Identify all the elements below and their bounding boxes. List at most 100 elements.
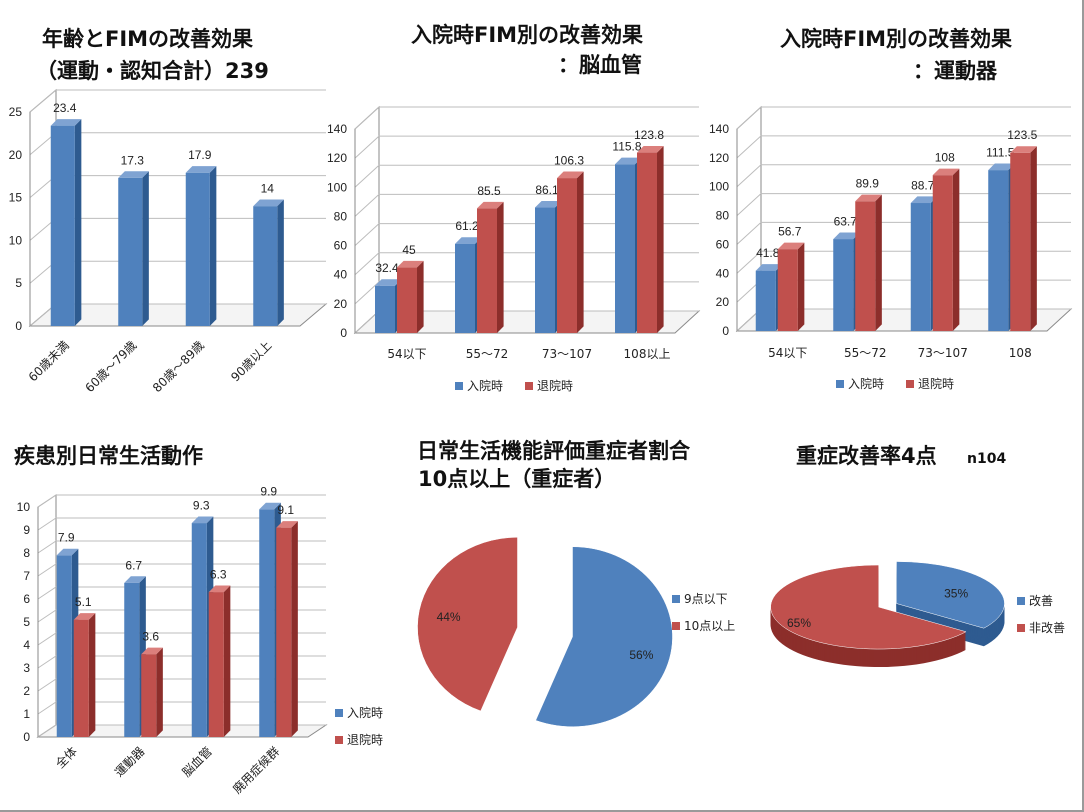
- data-label: 111.5: [986, 146, 1015, 160]
- category-label: 108: [1009, 346, 1032, 360]
- bar-front: [141, 654, 157, 737]
- gridline: [736, 106, 1071, 130]
- bar-side: [291, 521, 298, 737]
- bar-front: [276, 527, 292, 737]
- legend-label: 9点以下: [684, 592, 728, 606]
- legend-label: 入院時: [467, 379, 503, 393]
- data-label: 17.3: [121, 153, 145, 167]
- data-label: 7.9: [58, 531, 75, 545]
- bar-front: [535, 207, 555, 333]
- pie-slice-非改善: [770, 564, 967, 668]
- bar-side: [577, 171, 584, 333]
- pie-slice-face: [770, 564, 967, 650]
- bar-front: [397, 267, 417, 333]
- y-tick-label: 25: [9, 105, 23, 119]
- gridline: [736, 193, 1071, 216]
- data-label: 45: [402, 243, 416, 257]
- bar-age-series-1: [118, 171, 149, 326]
- bar-motor-退院時-1: [855, 194, 882, 331]
- legend-swatch: [1017, 624, 1025, 632]
- category-label: 73～107: [542, 347, 592, 361]
- gridline: [736, 164, 1071, 188]
- pie-pct-label: 65%: [787, 616, 811, 630]
- legend-label: 退院時: [918, 377, 954, 391]
- pie-pct-label: 35%: [944, 587, 968, 601]
- data-label: 85.5: [477, 184, 501, 198]
- chart-title: 疾患別日常生活動作: [14, 444, 203, 468]
- data-label: 123.5: [1007, 128, 1037, 142]
- bar-side: [417, 260, 424, 333]
- bar-disease-退院時-1: [141, 647, 163, 737]
- y-tick-label: 10: [9, 233, 23, 247]
- chart-severe: 日常生活機能評価重症者割合 10点以上（重症者） 56% 44% 9点以下 10点以上: [417, 439, 735, 727]
- bar-disease-退院時-3: [276, 521, 298, 737]
- data-label: 9.9: [260, 485, 277, 499]
- data-label: 89.9: [856, 177, 880, 191]
- data-label: 41.8: [756, 246, 780, 260]
- data-label: 88.7: [911, 178, 935, 192]
- bar-top: [477, 201, 504, 209]
- y-tick-label: 8: [23, 546, 30, 560]
- y-tick-label: 120: [709, 151, 729, 165]
- bar-side: [875, 194, 882, 331]
- bar-top: [535, 200, 562, 208]
- gridline: [354, 193, 699, 217]
- chart-title: 年齢とFIMの改善効果: [42, 27, 253, 51]
- data-label: 23.4: [53, 101, 77, 115]
- gridline: [37, 724, 326, 738]
- bar-top: [259, 502, 281, 510]
- bar-top: [932, 168, 960, 176]
- bar-top: [910, 196, 938, 204]
- y-tick-label: 60: [716, 237, 730, 251]
- y-tick-label: 0: [23, 730, 30, 744]
- bar-top: [557, 171, 584, 179]
- chart-age: 年齢とFIMの改善効果 （運動・認知合計）239 0 5 10 15 20 25 23.4 60歳…: [9, 27, 328, 395]
- gridline: [37, 494, 326, 508]
- chart-title: 入院時FIM別の改善効果: [780, 27, 1012, 51]
- bar-top: [253, 199, 284, 207]
- gridline: [37, 632, 326, 646]
- category-label: 全体: [52, 744, 80, 772]
- bar-front: [185, 172, 210, 326]
- bar-front: [73, 619, 89, 737]
- bar-motor-退院時-0: [777, 242, 805, 331]
- category-label: 運動器: [112, 744, 147, 779]
- bar-top: [615, 157, 642, 165]
- bar-age-series-2: [185, 166, 217, 326]
- y-tick-label: 120: [327, 151, 347, 165]
- y-tick-label: 140: [327, 122, 347, 136]
- y-tick-label: 0: [722, 324, 729, 338]
- pie-slice-10点以上: [417, 537, 518, 712]
- bar-top: [124, 576, 146, 583]
- bar-front: [124, 582, 140, 737]
- legend-label: 入院時: [848, 377, 884, 391]
- gridline: [37, 517, 326, 531]
- gridline: [354, 252, 699, 276]
- bar-side: [142, 171, 149, 326]
- y-tick-label: 9: [23, 523, 30, 537]
- chart-title: 重症改善率4点: [796, 444, 937, 468]
- y-tick-label: 100: [327, 180, 347, 194]
- y-tick-label: 5: [15, 276, 22, 290]
- data-label: 108: [935, 151, 955, 165]
- pie-slice-改善: [896, 561, 1005, 647]
- y-tick-label: 3: [23, 661, 30, 675]
- bar-front: [932, 175, 953, 331]
- chart-title: ：脳血管: [558, 53, 642, 77]
- bar-top: [118, 171, 149, 178]
- bar-front: [56, 555, 72, 737]
- chart-title: 10点以上（重症者）: [418, 467, 615, 491]
- bar-top: [755, 264, 783, 271]
- bar-top: [988, 163, 1015, 171]
- y-tick-label: 60: [334, 239, 348, 253]
- bar-front: [637, 152, 657, 333]
- bar-front: [191, 523, 207, 737]
- bar-top: [141, 647, 163, 655]
- gridline: [37, 701, 326, 715]
- bar-front: [50, 125, 75, 326]
- gridline: [354, 164, 699, 188]
- y-tick-label: 1: [23, 707, 30, 721]
- gridline: [37, 655, 326, 669]
- pie-slice-face: [535, 546, 673, 727]
